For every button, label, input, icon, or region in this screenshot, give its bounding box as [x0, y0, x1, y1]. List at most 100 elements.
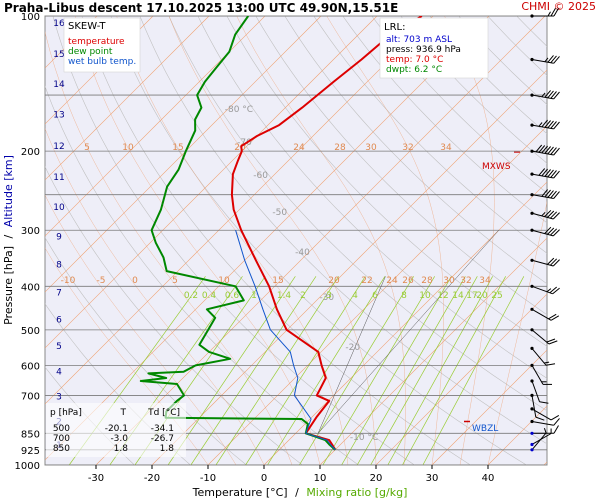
altitude-label: 6	[56, 316, 62, 326]
lrl-press: press: 936.9 hPa	[386, 45, 461, 55]
wind-barb-dot	[530, 407, 533, 410]
mixing-ratio-label: 12	[437, 291, 448, 301]
mixing-ratio-label: 3	[326, 291, 332, 301]
wind-barb-dot	[530, 58, 533, 61]
table-header-t: T	[120, 408, 127, 418]
mixing-ratio-label: 14	[452, 291, 464, 301]
wind-barb-flag	[550, 229, 556, 235]
x-tick-label: 0	[261, 473, 267, 484]
x-axis-title-temp: Temperature [°C]	[192, 486, 288, 499]
wind-barb-flag	[548, 170, 554, 177]
wind-barb-flag	[549, 341, 557, 344]
wind-barb-flag	[547, 339, 555, 342]
mixing-ratio-label: 0.4	[202, 291, 217, 301]
y-tick-label: 400	[21, 282, 40, 293]
wind-barb-flag	[553, 260, 559, 266]
theta-label: 5	[84, 143, 90, 153]
theta-label: 0	[132, 276, 138, 286]
table-row-850-p: 850	[53, 444, 70, 454]
theta-label: 32	[460, 276, 471, 286]
legend-temperature: temperature	[68, 37, 125, 47]
x-tick-label: 10	[314, 473, 327, 484]
wind-barb-flag	[550, 259, 556, 265]
wind-barb-dot	[530, 173, 533, 176]
theta-label: 24	[293, 143, 305, 153]
wind-barb-flag	[553, 213, 559, 219]
theta-label: 34	[479, 276, 491, 286]
wind-barb-half	[547, 289, 551, 292]
y-tick-label: 200	[21, 147, 40, 158]
legend-wetbulb: wet bulb temp.	[68, 57, 136, 67]
x-tick-label: 40	[482, 473, 495, 484]
wind-barb-flag	[550, 212, 556, 218]
wind-barb-flag	[551, 415, 559, 420]
theta-label: 5	[172, 276, 178, 286]
altitude-label: 15	[53, 50, 64, 60]
mixing-ratio-label: 1	[251, 291, 257, 301]
altitude-label: 11	[53, 173, 64, 183]
altitude-label: 13	[53, 111, 64, 121]
wind-barb-dot	[530, 328, 533, 331]
wind-barb-flag	[548, 211, 554, 217]
wind-barb-dot	[530, 448, 533, 451]
mixing-ratio-label: 10	[419, 291, 431, 301]
mixing-ratio-label: 8	[401, 291, 407, 301]
isotherm-label: -10 °C	[350, 433, 378, 443]
table-row-500-p: 500	[53, 424, 70, 434]
legend-title: SKEW-T	[68, 21, 106, 32]
wind-barb-flag	[548, 55, 554, 62]
theta-label: -5	[97, 276, 106, 286]
y-tick-label: 1000	[15, 461, 40, 472]
lrl-alt: alt: 703 m ASL	[386, 35, 452, 45]
wind-barb-flag	[548, 228, 554, 234]
wind-barb-dot	[530, 285, 533, 288]
y-tick-label: 850	[21, 429, 40, 440]
mixing-ratio-label: 0.2	[184, 291, 198, 301]
x-tick-label: -10	[200, 473, 216, 484]
legend-dewpoint: dew point	[68, 47, 113, 57]
table-header-p: p [hPa]	[50, 408, 82, 418]
isotherm	[544, 16, 600, 465]
isotherm-label: -40	[295, 248, 310, 258]
table-row-500-td: -34.1	[151, 424, 174, 434]
theta-label: 28	[334, 143, 346, 153]
table-row-850-td: 1.8	[160, 444, 175, 454]
y-tick-label: 925	[21, 446, 40, 457]
wind-barb-dot	[530, 229, 533, 232]
wind-barb-dot	[530, 212, 533, 215]
y-axis-title-sep: /	[2, 234, 15, 238]
altitude-label: 9	[56, 232, 62, 242]
theta-label: 30	[365, 143, 377, 153]
table-header-td: Td [°C]	[147, 408, 180, 418]
altitude-label: 16	[53, 19, 65, 29]
x-tick-label: -30	[88, 473, 104, 484]
mixing-ratio-label: 4	[352, 291, 358, 301]
lrl-title: LRL:	[384, 22, 405, 33]
theta-label: 20	[328, 276, 340, 286]
data-table: p [hPa] T Td [°C] 500 -20.1 -34.1 700 -3…	[46, 403, 186, 457]
wind-barb-dot	[530, 432, 533, 435]
wind-barb-dot	[530, 420, 533, 423]
isotherm-label: -20	[345, 343, 360, 353]
table-row-700-t: -3.0	[110, 434, 128, 444]
theta-label: 15	[272, 276, 283, 286]
altitude-label: 14	[53, 80, 65, 90]
dry-adiabat	[575, 16, 600, 465]
theta-label: 32	[402, 143, 413, 153]
wind-barb-dot	[530, 94, 533, 97]
y-tick-label: 700	[21, 391, 40, 402]
table-row-850-t: 1.8	[114, 444, 129, 454]
altitude-label: 10	[53, 203, 65, 213]
wind-barb-dot	[530, 394, 533, 397]
theta-label: 26	[402, 276, 414, 286]
legend-box: SKEW-T temperature dew point wet bulb te…	[64, 18, 140, 72]
wind-barb-dot	[530, 259, 533, 262]
theta-label: 28	[421, 276, 433, 286]
isotherm-label: -80 °C	[225, 105, 253, 115]
mixing-ratio-label: 6	[372, 291, 378, 301]
wind-barb-flag	[554, 426, 559, 434]
theta-label: 30	[443, 276, 455, 286]
wind-barb-flag	[548, 258, 554, 264]
